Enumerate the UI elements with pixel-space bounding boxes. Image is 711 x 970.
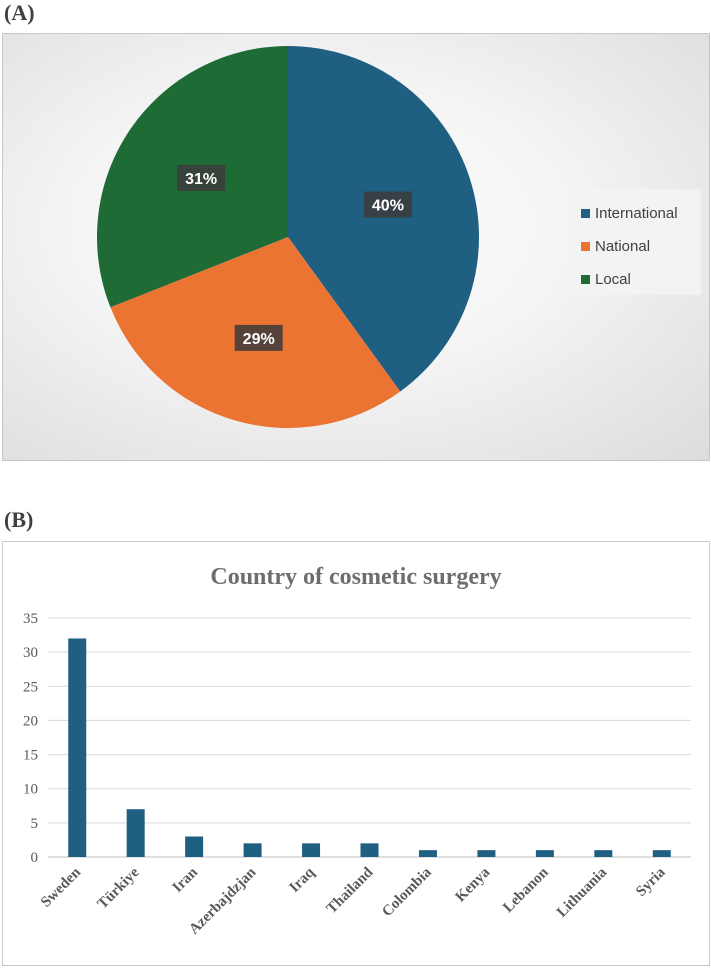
x-tick-iraq: Iraq [287, 864, 319, 896]
bar-thailand [360, 843, 379, 857]
bar-bars [68, 638, 671, 857]
legend-entry-international: International [595, 205, 678, 222]
pie-value-label-national: 29% [234, 324, 283, 351]
y-tick-0: 0 [31, 850, 39, 866]
y-tick-10: 10 [23, 782, 38, 798]
legend-swatch-international [581, 209, 590, 218]
x-tick-lithuania: Lithuania [554, 864, 610, 920]
pie-slice-international [288, 46, 480, 392]
bar-syria [652, 850, 671, 857]
x-tick-sweden: Sweden [38, 864, 85, 911]
bar-kenya [477, 850, 496, 857]
bar-colombia [418, 850, 437, 857]
x-tick-turkiye: Türkiye [95, 864, 143, 912]
pie-legend: International National Local [571, 189, 701, 295]
bar-lebanon [535, 850, 554, 857]
pie-value-label-box [363, 191, 412, 218]
y-tick-30: 30 [23, 645, 38, 661]
pie-value-label-international: 40% [363, 191, 412, 218]
y-tick-5: 5 [31, 816, 39, 832]
pie-value-label-box [177, 164, 226, 191]
legend-entry-national: National [595, 238, 650, 255]
bar-chart: Country of cosmetic surgery 0 5 10 15 20 25 30… [23, 564, 691, 938]
pie-chart: 40% 29% 31% International National Local [96, 46, 701, 429]
bar-azerbajdzjan [243, 843, 262, 857]
pie-value-label-text: 31% [185, 171, 217, 188]
panel-a-label: (A) [4, 0, 35, 25]
pie-value-label-text: 29% [243, 331, 275, 348]
x-tick-thailand: Thailand [324, 864, 377, 917]
x-tick-lebanon: Lebanon [500, 864, 552, 916]
pie-value-label-text: 40% [372, 198, 404, 215]
bar-lithuania [594, 850, 613, 857]
bar-turkiye [126, 809, 145, 857]
legend-swatch-local [581, 275, 590, 284]
bar-iraq [302, 843, 321, 857]
bar-chart-title: Country of cosmetic surgery [210, 564, 501, 590]
legend-swatch-national [581, 242, 590, 251]
pie-slices [96, 46, 480, 429]
x-tick-kenya: Kenya [452, 864, 493, 905]
bar-iran [185, 836, 204, 857]
x-tick-syria: Syria [633, 864, 669, 900]
pie-legend-box [571, 189, 701, 295]
bar-sweden [68, 638, 87, 857]
y-tick-20: 20 [23, 713, 38, 729]
bar-y-tick-labels: 0 5 10 15 20 25 30 35 [23, 611, 38, 866]
panel-b-label: (B) [4, 507, 34, 532]
y-tick-25: 25 [23, 679, 38, 695]
y-tick-15: 15 [23, 748, 38, 764]
pie-chart-frame: 40% 29% 31% International National Local [2, 33, 710, 461]
pie-value-labels: 40% 29% 31% [177, 164, 412, 351]
y-tick-35: 35 [23, 611, 38, 627]
x-tick-iran: Iran [170, 864, 202, 896]
pie-value-label-local: 31% [177, 164, 226, 191]
bar-chart-frame: Country of cosmetic surgery 0 5 10 15 20 25 30… [2, 541, 710, 966]
x-tick-colombia: Colombia [379, 864, 435, 920]
pie-value-label-box [234, 324, 283, 351]
legend-entry-local: Local [595, 271, 631, 288]
